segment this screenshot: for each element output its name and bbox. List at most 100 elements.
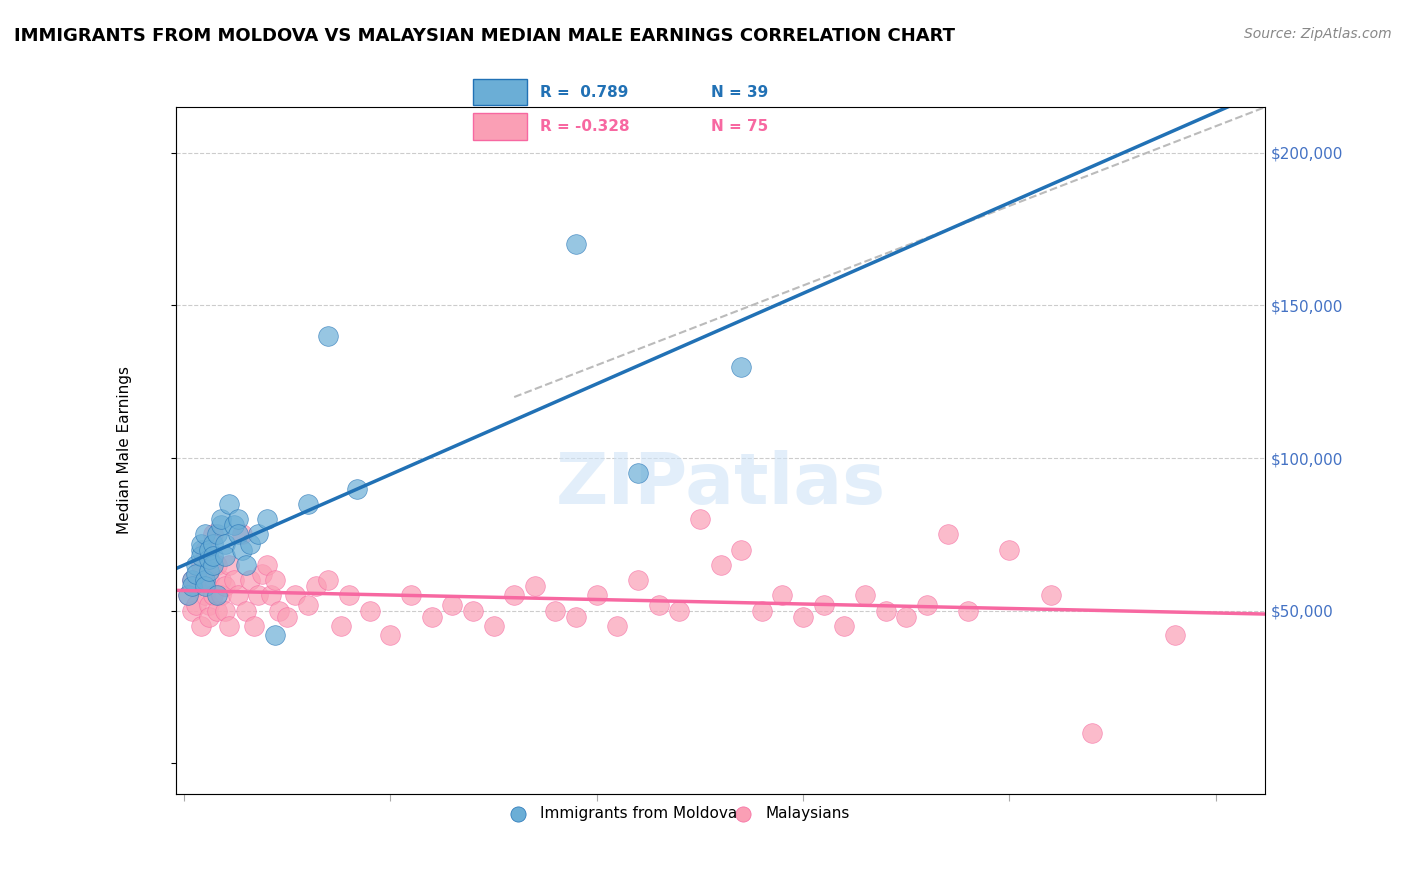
Point	[565, 237, 588, 252]
Point	[235, 558, 257, 572]
Point	[627, 467, 650, 481]
Point	[222, 518, 245, 533]
Text: R = -0.328: R = -0.328	[540, 120, 630, 134]
Point	[689, 512, 711, 526]
Point	[772, 589, 794, 603]
Point	[194, 589, 217, 603]
Point	[297, 497, 319, 511]
Point	[305, 579, 328, 593]
Point	[263, 628, 285, 642]
Point	[731, 806, 754, 821]
Point	[197, 573, 219, 587]
Point	[181, 573, 204, 587]
Point	[247, 589, 270, 603]
Point	[177, 589, 200, 603]
Point	[399, 589, 422, 603]
Point	[380, 628, 402, 642]
Point	[205, 604, 228, 618]
Point	[853, 589, 876, 603]
Point	[214, 549, 236, 563]
Point	[337, 589, 360, 603]
Point	[205, 527, 228, 541]
Point	[239, 573, 262, 587]
Point	[190, 558, 212, 572]
Point	[243, 619, 266, 633]
Point	[1163, 628, 1185, 642]
Point	[1039, 589, 1062, 603]
Text: Malaysians: Malaysians	[765, 806, 849, 822]
Point	[181, 579, 204, 593]
Point	[647, 598, 669, 612]
Text: R =  0.789: R = 0.789	[540, 85, 628, 100]
Point	[506, 806, 529, 821]
Point	[186, 579, 208, 593]
Text: IMMIGRANTS FROM MOLDOVA VS MALAYSIAN MEDIAN MALE EARNINGS CORRELATION CHART: IMMIGRANTS FROM MOLDOVA VS MALAYSIAN MED…	[14, 27, 955, 45]
Point	[998, 542, 1021, 557]
Point	[751, 604, 773, 618]
Point	[226, 527, 249, 541]
Point	[197, 542, 219, 557]
Point	[318, 329, 340, 343]
Point	[482, 619, 505, 633]
Point	[420, 610, 443, 624]
Point	[267, 604, 290, 618]
Point	[197, 598, 219, 612]
Point	[1081, 726, 1104, 740]
Point	[252, 567, 274, 582]
Point	[201, 536, 224, 550]
Point	[544, 604, 567, 618]
Point	[792, 610, 814, 624]
Point	[190, 536, 212, 550]
Point	[256, 512, 278, 526]
Point	[190, 542, 212, 557]
Point	[318, 573, 340, 587]
Point	[957, 604, 980, 618]
Point	[218, 497, 240, 511]
Point	[181, 604, 204, 618]
Point	[936, 527, 959, 541]
Point	[209, 589, 232, 603]
Point	[209, 512, 232, 526]
Point	[190, 619, 212, 633]
Point	[585, 589, 607, 603]
Point	[247, 527, 270, 541]
Point	[201, 558, 224, 572]
Point	[627, 573, 650, 587]
Point	[181, 573, 204, 587]
Point	[346, 482, 368, 496]
Point	[329, 619, 352, 633]
Point	[239, 536, 262, 550]
Point	[209, 573, 232, 587]
Point	[896, 610, 918, 624]
Point	[214, 536, 236, 550]
Point	[194, 527, 217, 541]
Point	[186, 558, 208, 572]
Point	[201, 549, 224, 563]
Point	[186, 598, 208, 612]
Point	[197, 610, 219, 624]
Point	[231, 542, 253, 557]
Point	[209, 518, 232, 533]
Point	[710, 558, 733, 572]
Point	[730, 359, 752, 374]
Point	[218, 619, 240, 633]
Point	[235, 604, 257, 618]
Point	[190, 549, 212, 563]
FancyBboxPatch shape	[472, 113, 527, 139]
Text: Source: ZipAtlas.com: Source: ZipAtlas.com	[1244, 27, 1392, 41]
Point	[226, 512, 249, 526]
Text: ZIPatlas: ZIPatlas	[555, 450, 886, 519]
Point	[730, 542, 752, 557]
Point	[359, 604, 381, 618]
Text: N = 75: N = 75	[711, 120, 769, 134]
Point	[231, 527, 253, 541]
Point	[256, 558, 278, 572]
Point	[297, 598, 319, 612]
Point	[565, 610, 588, 624]
Point	[201, 527, 224, 541]
Point	[813, 598, 835, 612]
Point	[214, 579, 236, 593]
Point	[218, 558, 240, 572]
Point	[284, 589, 307, 603]
Point	[222, 573, 245, 587]
